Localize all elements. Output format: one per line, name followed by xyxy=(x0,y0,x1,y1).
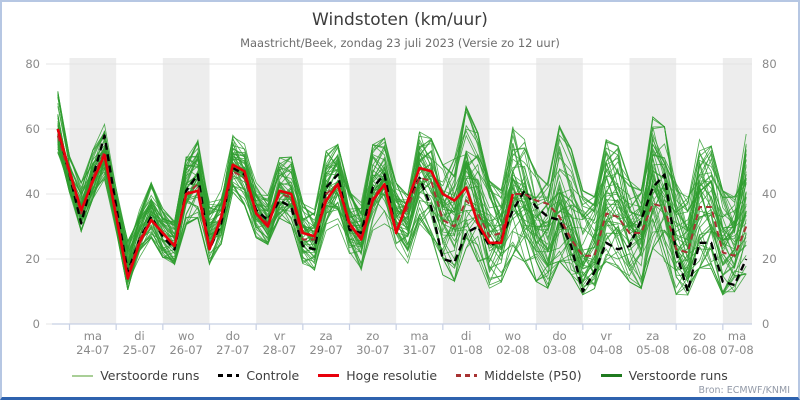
y-tick-label: 20 xyxy=(25,252,40,266)
ensemble-member-line xyxy=(57,114,747,275)
x-tick-date: 31-07 xyxy=(403,343,436,357)
x-tick-date: 27-07 xyxy=(216,343,249,357)
legend-label: Verstoorde runs xyxy=(100,368,200,383)
x-tick-date: 30-07 xyxy=(356,343,389,357)
x-tick-date: 06-08 xyxy=(683,343,716,357)
x-tick-date: 07-08 xyxy=(720,343,753,357)
ensemble-member-line xyxy=(57,146,747,283)
ensemble-member-line xyxy=(57,130,747,286)
ensemble-member-line xyxy=(57,141,747,277)
source-credit: Bron: ECMWF/KNMI xyxy=(698,385,791,396)
ensemble-member-line xyxy=(57,105,747,272)
x-tick-date: 25-07 xyxy=(123,343,156,357)
x-tick-day: do xyxy=(552,329,566,343)
x-tick-day: ma xyxy=(728,329,746,343)
legend-label: Verstoorde runs xyxy=(628,368,728,383)
x-tick-day: wo xyxy=(178,329,194,343)
ensemble-member-line xyxy=(57,114,747,293)
x-tick-date: 26-07 xyxy=(169,343,202,357)
y-tick-label: 20 xyxy=(762,252,777,266)
legend-item: Verstoorde runs xyxy=(72,368,199,383)
legend-line-swatch xyxy=(318,374,340,377)
x-tick-day: di xyxy=(461,329,472,343)
y-tick-label: 0 xyxy=(762,317,769,331)
x-tick-date: 04-08 xyxy=(589,343,622,357)
day-band xyxy=(536,58,583,324)
x-tick-date: 02-08 xyxy=(496,343,529,357)
y-tick-label: 60 xyxy=(762,122,777,136)
legend-line-swatch xyxy=(72,374,94,377)
x-tick-day: vr xyxy=(600,329,612,343)
x-tick-day: do xyxy=(226,329,240,343)
hires-line xyxy=(56,128,515,280)
ensemble-member-line xyxy=(57,91,747,283)
chart-subtitle: Maastricht/Beek, zondag 23 juli 2023 (Ve… xyxy=(240,36,560,50)
x-tick-day: za xyxy=(320,329,333,343)
x-tick-date: 03-08 xyxy=(543,343,576,357)
legend-label: Middelste (P50) xyxy=(484,368,582,383)
x-tick-date: 05-08 xyxy=(636,343,669,357)
x-tick-day: zo xyxy=(366,329,379,343)
legend-item: Controle xyxy=(218,368,299,383)
page-title: Windstoten (km/uur) xyxy=(312,10,488,30)
legend: Verstoorde runs Controle Hoge resolutie Mid… xyxy=(2,368,798,383)
legend-item: Verstoorde runs xyxy=(600,368,728,383)
x-tick-day: zo xyxy=(693,329,706,343)
y-tick-label: 60 xyxy=(25,122,40,136)
ensemble-member-line xyxy=(57,150,747,296)
legend-line-swatch xyxy=(600,374,622,377)
x-tick-date: 28-07 xyxy=(263,343,296,357)
x-tick-date: 24-07 xyxy=(76,343,109,357)
x-tick-day: ma xyxy=(84,329,102,343)
x-tick-day: di xyxy=(134,329,145,343)
ensemble-member-line xyxy=(57,141,747,281)
y-tick-label: 80 xyxy=(25,57,40,71)
ensemble-member-line xyxy=(57,139,747,279)
y-tick-label: 80 xyxy=(762,57,777,71)
y-tick-label: 40 xyxy=(762,187,777,201)
x-tick-day: ma xyxy=(410,329,428,343)
x-tick-day: za xyxy=(646,329,659,343)
legend-line-swatch xyxy=(456,374,478,377)
x-tick-date: 01-08 xyxy=(449,343,482,357)
x-tick-date: 29-07 xyxy=(309,343,342,357)
legend-item: Hoge resolutie xyxy=(318,368,437,383)
legend-label: Controle xyxy=(246,368,300,383)
legend-label: Hoge resolutie xyxy=(346,368,438,383)
ensemble-member-line xyxy=(57,142,747,296)
y-tick-label: 40 xyxy=(25,187,40,201)
x-tick-day: vr xyxy=(274,329,286,343)
legend-item: Middelste (P50) xyxy=(456,368,582,383)
y-tick-label: 0 xyxy=(33,317,40,331)
x-tick-day: wo xyxy=(505,329,521,343)
legend-line-swatch xyxy=(218,374,240,377)
ensemble-member-line xyxy=(57,92,747,267)
ensemble-member-line xyxy=(57,117,747,296)
